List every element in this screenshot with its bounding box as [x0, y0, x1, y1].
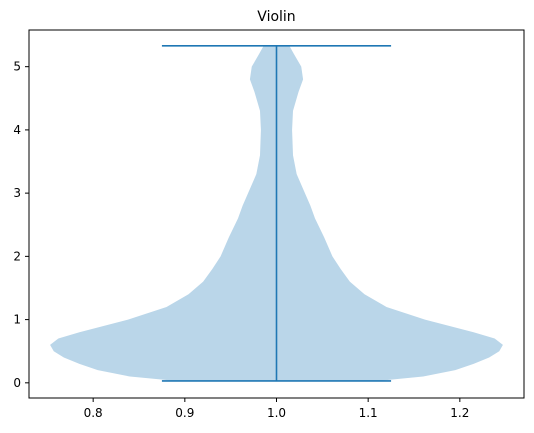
y-tick-label: 4 [13, 123, 21, 137]
x-tick-label: 1.0 [267, 406, 286, 420]
y-axis: 0 1 2 3 4 5 [13, 60, 29, 390]
x-tick-label: 0.8 [84, 406, 103, 420]
y-tick-label: 3 [13, 186, 21, 200]
chart-title: Violin [257, 9, 295, 25]
x-tick-label: 0.9 [175, 406, 194, 420]
x-tick-label: 1.1 [359, 406, 378, 420]
plot-area [50, 45, 503, 382]
y-tick-label: 0 [13, 376, 21, 390]
x-tick-label: 1.2 [450, 406, 469, 420]
y-tick-label: 5 [13, 60, 21, 74]
y-tick-label: 1 [13, 313, 21, 327]
x-axis: 0.8 0.9 1.0 1.1 1.2 [84, 398, 469, 420]
y-tick-label: 2 [13, 249, 21, 263]
